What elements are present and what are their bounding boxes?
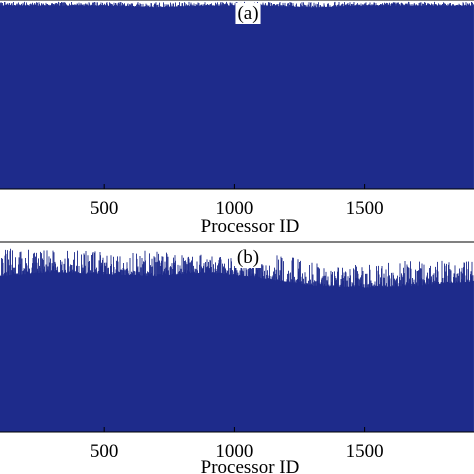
panel-a-x-tick-label: 500 — [90, 198, 119, 219]
panel-b-frame — [0, 241, 474, 433]
panel-a-bars — [0, 1, 474, 189]
panel-a-label-backing — [235, 3, 261, 24]
panel-a-label: (a) — [237, 3, 258, 24]
panel-b-x-tick-label: 500 — [90, 441, 119, 462]
panel-a-x-tick-label: 1000 — [215, 198, 253, 219]
panel-b-x-tick-label: 1500 — [346, 441, 384, 462]
panel-b-label: (b) — [237, 247, 259, 268]
panel-b-x-tick-label: 1000 — [215, 441, 253, 462]
panel-b-label-backing — [234, 247, 262, 268]
panel-a-x-axis-title: Processor ID — [201, 216, 300, 237]
panel-a-x-ticks: 500 1000 1500 — [90, 184, 384, 219]
panel-a: 500 1000 1500 (a) Processor ID — [0, 0, 474, 237]
panel-b-bars — [0, 248, 474, 432]
panel-b-x-ticks: 500 1000 1500 — [90, 427, 384, 462]
panel-a-frame — [0, 0, 474, 190]
panel-a-x-tick-label: 1500 — [346, 198, 384, 219]
panel-b-x-axis-title: Processor ID — [201, 457, 300, 474]
panel-b: 500 1000 1500 (b) Processor ID — [0, 241, 474, 474]
